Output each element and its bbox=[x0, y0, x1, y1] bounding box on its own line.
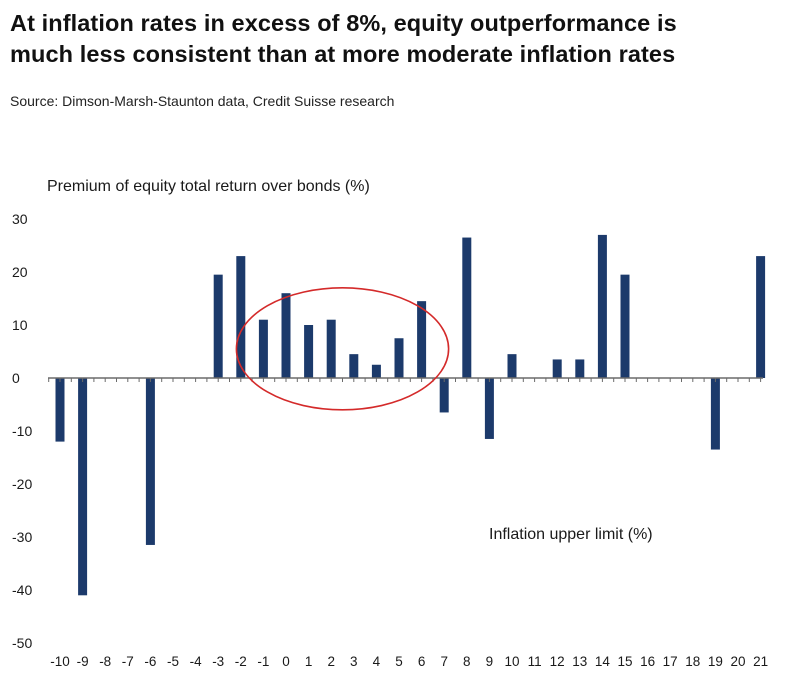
x-axis-tick-marks bbox=[48, 378, 762, 382]
bar--9 bbox=[78, 378, 88, 596]
x-tick-label: 19 bbox=[708, 654, 723, 669]
x-tick-label: 13 bbox=[572, 654, 587, 669]
x-axis-label: Inflation upper limit (%) bbox=[489, 526, 653, 543]
x-tick-label: 8 bbox=[463, 654, 471, 669]
x-axis-tick-labels: -10 -9 -8 -7 -6 -5 -4 -3 -2 -1 0 1 2 3 4 5 6 7 8 9 10 11 12 13 1… bbox=[50, 654, 768, 669]
bar-4 bbox=[371, 364, 381, 378]
x-tick-label: 0 bbox=[282, 654, 290, 669]
x-tick-label: 14 bbox=[595, 654, 611, 669]
x-tick-label: -1 bbox=[257, 654, 269, 669]
chart-title: At inflation rates in excess of 8%, equi… bbox=[10, 8, 782, 70]
bar-14 bbox=[597, 234, 607, 378]
x-tick-label: 9 bbox=[486, 654, 494, 669]
bar-9 bbox=[484, 378, 494, 439]
x-tick-label: 10 bbox=[504, 654, 519, 669]
y-tick-label: 20 bbox=[12, 264, 28, 280]
bar--2 bbox=[236, 256, 246, 378]
bar-2 bbox=[326, 319, 336, 378]
x-tick-label: 20 bbox=[730, 654, 745, 669]
x-tick-label: 4 bbox=[373, 654, 381, 669]
highlight-ellipse bbox=[235, 287, 450, 411]
y-tick-label: 30 bbox=[12, 211, 28, 227]
bar--6 bbox=[145, 378, 155, 545]
bar-3 bbox=[349, 354, 359, 378]
y-axis-label: Premium of equity total return over bond… bbox=[47, 178, 370, 195]
x-tick-label: -3 bbox=[212, 654, 224, 669]
x-tick-label: -2 bbox=[235, 654, 247, 669]
y-tick-label: 10 bbox=[12, 317, 28, 333]
bar--10 bbox=[55, 378, 65, 442]
bar-13 bbox=[575, 359, 585, 378]
bar-8 bbox=[462, 237, 472, 378]
bar-19 bbox=[710, 378, 720, 450]
y-tick-label: -20 bbox=[12, 476, 32, 492]
x-tick-label: -8 bbox=[99, 654, 111, 669]
x-tick-label: -9 bbox=[77, 654, 89, 669]
bar-6 bbox=[417, 301, 427, 378]
bar-5 bbox=[394, 338, 404, 378]
bar-1 bbox=[304, 325, 314, 378]
bar-0 bbox=[281, 293, 291, 378]
bar-12 bbox=[552, 359, 562, 378]
y-tick-label: -50 bbox=[12, 635, 32, 651]
y-tick-label: -40 bbox=[12, 582, 32, 598]
chart-source: Source: Dimson-Marsh-Staunton data, Cred… bbox=[10, 93, 395, 109]
x-tick-label: 6 bbox=[418, 654, 426, 669]
y-tick-label: -30 bbox=[12, 529, 32, 545]
x-tick-label: 3 bbox=[350, 654, 358, 669]
x-tick-label: 12 bbox=[550, 654, 565, 669]
chart-title-line-2: much less consistent than at more modera… bbox=[10, 41, 676, 67]
x-tick-label: 1 bbox=[305, 654, 313, 669]
x-tick-label: 21 bbox=[753, 654, 768, 669]
x-tick-label: -4 bbox=[190, 654, 202, 669]
x-tick-label: 16 bbox=[640, 654, 655, 669]
x-tick-label: 7 bbox=[440, 654, 448, 669]
bar-7 bbox=[439, 378, 449, 413]
x-tick-label: -10 bbox=[50, 654, 70, 669]
bar--3 bbox=[213, 274, 223, 378]
x-tick-label: 5 bbox=[395, 654, 403, 669]
x-tick-label: 18 bbox=[685, 654, 700, 669]
x-tick-label: -6 bbox=[144, 654, 156, 669]
x-tick-label: -5 bbox=[167, 654, 179, 669]
x-tick-label: 11 bbox=[528, 654, 542, 669]
y-tick-label: 0 bbox=[12, 370, 20, 386]
x-tick-label: 2 bbox=[327, 654, 335, 669]
y-tick-label: -10 bbox=[12, 423, 32, 439]
x-tick-label: 15 bbox=[617, 654, 632, 669]
bar--1 bbox=[258, 319, 268, 378]
bar-10 bbox=[507, 354, 517, 378]
bars bbox=[55, 234, 766, 596]
bar-21 bbox=[756, 256, 766, 378]
bar-15 bbox=[620, 274, 630, 378]
x-tick-label: -7 bbox=[122, 654, 134, 669]
y-axis-ticks: 30 20 10 0 -10 -20 -30 -40 -50 bbox=[12, 211, 32, 651]
chart-title-line-1: At inflation rates in excess of 8%, equi… bbox=[10, 10, 677, 36]
x-tick-label: 17 bbox=[663, 654, 678, 669]
